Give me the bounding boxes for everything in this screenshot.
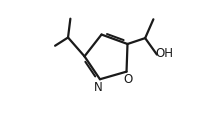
Text: O: O — [124, 73, 133, 86]
Text: OH: OH — [156, 47, 173, 60]
Text: N: N — [94, 81, 103, 94]
